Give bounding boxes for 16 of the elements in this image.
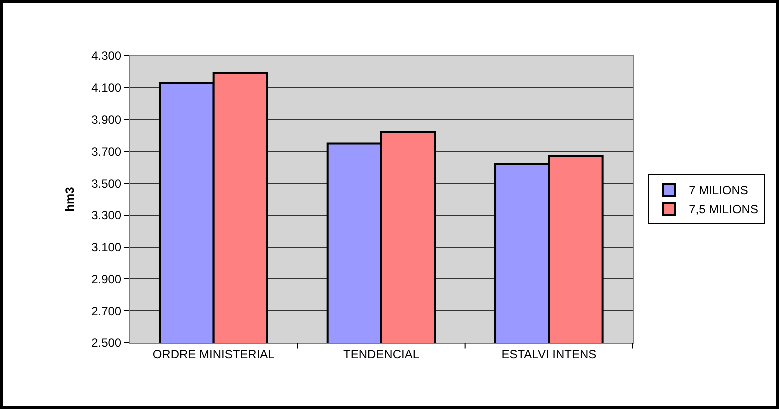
y-tick-label: 4.300 (92, 49, 122, 64)
y-tick-label: 3.300 (92, 208, 122, 223)
y-tick-label: 3.900 (92, 112, 122, 127)
x-tick-label: ORDRE MINISTERIAL (152, 347, 276, 362)
y-tick-label: 4.100 (92, 81, 122, 96)
y-tick-label: 2.900 (92, 272, 122, 286)
x-tick-label: TENDENCIAL (343, 347, 420, 362)
y-tick-label: 3.100 (92, 240, 122, 255)
x-tick-label: ESTALVI INTENS (502, 347, 597, 362)
y-tick-label: 3.500 (92, 176, 122, 191)
y-axis-title: hm3 (62, 186, 77, 212)
legend-label: 7,5 MILIONS (689, 202, 758, 217)
y-tick-label: 2.500 (92, 336, 122, 350)
legend-label: 7 MILIONS (689, 184, 748, 198)
y-tick-label: 3.700 (92, 144, 122, 159)
y-tick-label: 2.700 (92, 304, 122, 318)
